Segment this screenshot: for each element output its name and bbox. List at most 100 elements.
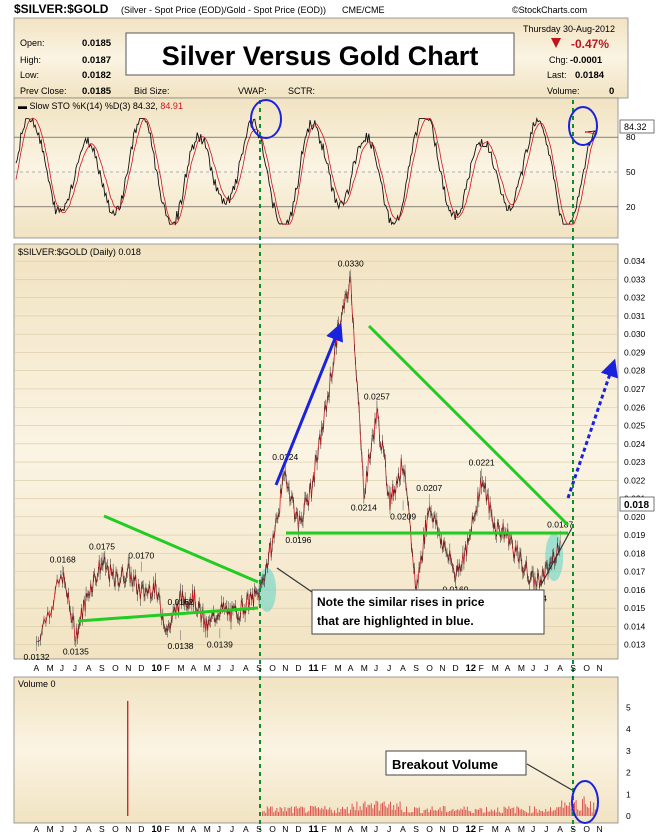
note-line-1: Note the similar rises in price: [317, 595, 485, 609]
last-label: Last:: [547, 70, 567, 80]
price-tick-label: 0.023: [624, 457, 646, 467]
volume-bar: [289, 808, 291, 816]
volume-bar: [442, 805, 444, 816]
x-tick-label: J: [217, 824, 221, 834]
volume-bar: [479, 807, 481, 816]
volume-bar: [393, 805, 395, 816]
price-data-label: 0.0187: [547, 520, 573, 530]
chg-label: Chg:: [549, 55, 568, 65]
volume-bar: [588, 808, 590, 816]
volume-bar: [471, 812, 473, 816]
volume-bar: [279, 806, 281, 816]
volume-bar: [361, 810, 363, 816]
support-line-2009: [77, 606, 259, 623]
x-tick-label: J: [60, 663, 64, 673]
volume-bar: [308, 810, 310, 816]
x-tick-label: A: [400, 663, 406, 673]
x-tick-label: D: [138, 663, 144, 673]
price-tick-label: 0.013: [624, 640, 646, 650]
x-tick-label: A: [557, 663, 563, 673]
price-gridlines: [14, 260, 618, 645]
volume-bar: [518, 807, 519, 816]
volume-bar: [570, 808, 572, 816]
x-tick-label: O: [269, 824, 276, 834]
x-tick-label: M: [335, 663, 342, 673]
price-data-label: 0.0170: [128, 551, 154, 561]
volume-tick-label: 2: [626, 768, 631, 778]
volume-bar: [481, 808, 483, 816]
x-tick-label: N: [597, 824, 603, 834]
volume-bar: [314, 805, 316, 816]
volume-panel: [13, 676, 619, 824]
x-tick-label: A: [348, 824, 354, 834]
volume-bar: [386, 807, 388, 816]
volume-bar: [415, 807, 417, 816]
stochastic-panel: [13, 97, 619, 239]
price-y-axis: 0.034 0.033 0.032 0.031 0.030 0.029 0.028 0.027…: [624, 256, 646, 650]
volume-bar: [374, 804, 375, 816]
volume-bar: [380, 803, 382, 816]
volume-bar: [316, 808, 318, 816]
volume-bar: [526, 812, 527, 816]
volume-bar: [561, 800, 563, 816]
volume-bar: [582, 799, 583, 816]
price-data-label: 0.0132: [24, 652, 50, 662]
price-tick-label: 0.015: [624, 603, 646, 613]
volume-bar: [591, 812, 593, 816]
sto-legend: ▬ Slow STO %K(14) %D(3) 84.32, 84.91: [18, 101, 183, 111]
price-tick-label: 0.031: [624, 311, 646, 321]
volume-bar: [558, 807, 559, 816]
x-tick-label: J: [387, 824, 391, 834]
volume-bar: [535, 808, 537, 816]
x-tick-label: A: [243, 663, 249, 673]
symbol: $SILVER:$GOLD: [14, 2, 109, 16]
volume-bar: [340, 809, 342, 816]
x-tick-label: M: [204, 663, 211, 673]
price-last-box: [619, 496, 655, 512]
volume-bar: [554, 810, 556, 816]
volume-tick-label: 0: [626, 811, 631, 821]
x-tick-label: M: [178, 824, 185, 834]
downtrend-line-2011: [367, 324, 570, 527]
volume-bar: [284, 807, 286, 816]
x-tick-label: M: [47, 824, 54, 834]
sto-k-line: [15, 116, 596, 226]
volume-bar: [362, 803, 364, 816]
volume-x-axis: A M J J A S O N D 10 F M A M J J A S O N D 11 F M A M J J A S O N D 12 F M A…: [34, 824, 603, 835]
volume-bar: [465, 810, 467, 816]
volume-bar: [356, 801, 358, 816]
volume-bar: [586, 806, 588, 816]
volume-bar: [460, 808, 462, 816]
open-value: 0.0185: [82, 38, 112, 49]
volume-bar: [302, 806, 303, 816]
price-data-label: 0.0138: [168, 641, 194, 651]
volume-bar: [540, 811, 542, 816]
volume-bar: [489, 811, 491, 816]
x-tick-label: F: [322, 663, 327, 673]
x-tick-label: F: [479, 824, 484, 834]
volume-bar: [530, 813, 532, 816]
vwap-label: VWAP:: [238, 86, 267, 96]
volume-bar: [268, 808, 270, 816]
volume-bar: [343, 809, 345, 816]
volume-bar: [482, 812, 484, 816]
volume-bar: [276, 808, 278, 816]
volume-bar: [394, 810, 396, 816]
low-label: Low:: [20, 70, 39, 80]
x-tick-label: D: [295, 663, 301, 673]
volume-bar: [290, 806, 292, 816]
volume-bar: [551, 811, 553, 816]
volume-bar: [412, 811, 414, 816]
x-tick-label: M: [518, 824, 525, 834]
volume-bar: [593, 802, 595, 816]
volume-bar: [575, 800, 577, 816]
volume-bar: [446, 812, 447, 816]
x-tick-label: O: [269, 663, 276, 673]
blue-up-arrow: [274, 322, 343, 486]
volume-bar: [521, 808, 523, 816]
price-tick-label: 0.016: [624, 585, 646, 595]
volume-bar: [409, 812, 411, 816]
volume-bar: [262, 811, 263, 816]
volume-bar: [265, 812, 267, 816]
